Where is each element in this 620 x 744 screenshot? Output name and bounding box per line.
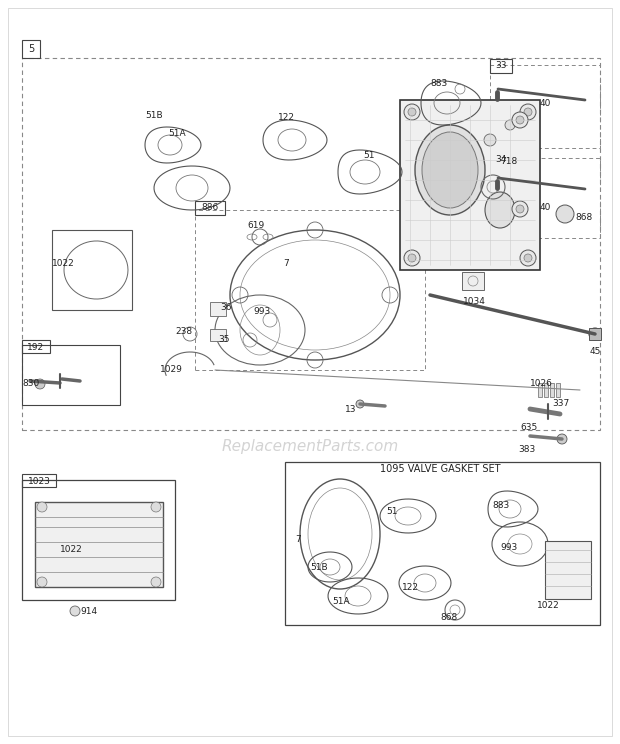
Bar bbox=[589, 328, 601, 340]
Circle shape bbox=[70, 606, 80, 616]
Text: 192: 192 bbox=[27, 342, 45, 351]
Text: 122: 122 bbox=[278, 114, 295, 123]
Text: 993: 993 bbox=[253, 307, 270, 316]
Circle shape bbox=[512, 112, 528, 128]
Text: 1022: 1022 bbox=[537, 601, 560, 611]
Text: 45: 45 bbox=[590, 347, 601, 356]
Circle shape bbox=[556, 205, 574, 223]
Text: 51: 51 bbox=[363, 152, 374, 161]
Bar bbox=[490, 152, 512, 166]
Bar bbox=[285, 462, 600, 625]
Text: 993: 993 bbox=[500, 544, 517, 553]
Text: 337: 337 bbox=[552, 400, 569, 408]
Text: 635: 635 bbox=[520, 423, 538, 432]
Text: 1034: 1034 bbox=[463, 297, 486, 306]
Text: 1023: 1023 bbox=[27, 476, 50, 486]
Circle shape bbox=[589, 328, 601, 340]
Bar bbox=[195, 210, 425, 370]
Text: 1022: 1022 bbox=[60, 545, 82, 554]
Circle shape bbox=[520, 250, 536, 266]
Text: 718: 718 bbox=[500, 158, 517, 167]
Text: 883: 883 bbox=[430, 80, 447, 89]
Bar bbox=[22, 340, 50, 353]
Text: 40: 40 bbox=[540, 204, 551, 213]
Circle shape bbox=[35, 379, 45, 389]
Text: 383: 383 bbox=[518, 446, 535, 455]
Circle shape bbox=[408, 254, 416, 262]
Text: 51: 51 bbox=[386, 507, 397, 516]
Circle shape bbox=[404, 250, 420, 266]
Text: 886: 886 bbox=[202, 204, 219, 213]
Bar bbox=[22, 480, 175, 600]
Text: ReplacementParts.com: ReplacementParts.com bbox=[221, 438, 399, 454]
Bar bbox=[545, 541, 591, 599]
Ellipse shape bbox=[422, 132, 478, 208]
Text: 36: 36 bbox=[220, 304, 231, 312]
Circle shape bbox=[505, 120, 515, 130]
Text: 868: 868 bbox=[440, 612, 458, 621]
Circle shape bbox=[408, 108, 416, 116]
Text: 35: 35 bbox=[218, 336, 229, 344]
Text: 122: 122 bbox=[402, 583, 419, 591]
Circle shape bbox=[37, 502, 47, 512]
Bar bbox=[195, 201, 225, 215]
Text: 51B: 51B bbox=[145, 112, 162, 121]
Text: 1026: 1026 bbox=[530, 379, 553, 388]
Ellipse shape bbox=[485, 192, 515, 228]
Bar bbox=[490, 65, 600, 148]
Circle shape bbox=[512, 201, 528, 217]
Circle shape bbox=[37, 577, 47, 587]
Text: 7: 7 bbox=[295, 534, 301, 544]
Text: 7: 7 bbox=[283, 260, 289, 269]
Text: 1095 VALVE GASKET SET: 1095 VALVE GASKET SET bbox=[380, 464, 500, 474]
Text: 34: 34 bbox=[495, 155, 507, 164]
Text: 40: 40 bbox=[540, 100, 551, 109]
Text: 1022: 1022 bbox=[52, 260, 75, 269]
Text: 914: 914 bbox=[80, 606, 97, 615]
Bar bbox=[35, 502, 163, 587]
Circle shape bbox=[557, 434, 567, 444]
Circle shape bbox=[520, 104, 536, 120]
Circle shape bbox=[516, 116, 524, 124]
Text: 1029: 1029 bbox=[160, 365, 183, 374]
Text: 13: 13 bbox=[345, 405, 356, 414]
Bar bbox=[538, 383, 542, 397]
Text: 51B: 51B bbox=[310, 562, 327, 571]
Bar bbox=[210, 329, 226, 341]
Bar bbox=[490, 158, 600, 238]
Ellipse shape bbox=[415, 125, 485, 215]
Text: 619: 619 bbox=[247, 222, 264, 231]
Bar bbox=[544, 383, 548, 397]
Text: 51A: 51A bbox=[332, 597, 350, 606]
Circle shape bbox=[524, 108, 532, 116]
Text: 883: 883 bbox=[492, 501, 509, 510]
Bar bbox=[462, 272, 484, 290]
Text: 33: 33 bbox=[495, 62, 507, 71]
Text: 830: 830 bbox=[22, 379, 39, 388]
Circle shape bbox=[484, 134, 496, 146]
Bar bbox=[400, 100, 540, 270]
Text: 51A: 51A bbox=[168, 129, 185, 138]
Text: 238: 238 bbox=[175, 327, 192, 336]
Circle shape bbox=[516, 205, 524, 213]
Bar bbox=[22, 58, 600, 430]
Bar bbox=[22, 40, 40, 58]
Bar bbox=[550, 383, 554, 397]
Circle shape bbox=[524, 254, 532, 262]
Text: 868: 868 bbox=[575, 214, 592, 222]
Bar bbox=[490, 59, 512, 73]
Circle shape bbox=[151, 502, 161, 512]
Bar bbox=[22, 345, 120, 405]
Bar bbox=[52, 230, 132, 310]
Circle shape bbox=[356, 400, 364, 408]
Bar bbox=[210, 302, 226, 316]
Circle shape bbox=[151, 577, 161, 587]
Bar bbox=[556, 383, 560, 397]
Bar bbox=[22, 474, 56, 487]
Text: 5: 5 bbox=[28, 44, 34, 54]
Circle shape bbox=[404, 104, 420, 120]
